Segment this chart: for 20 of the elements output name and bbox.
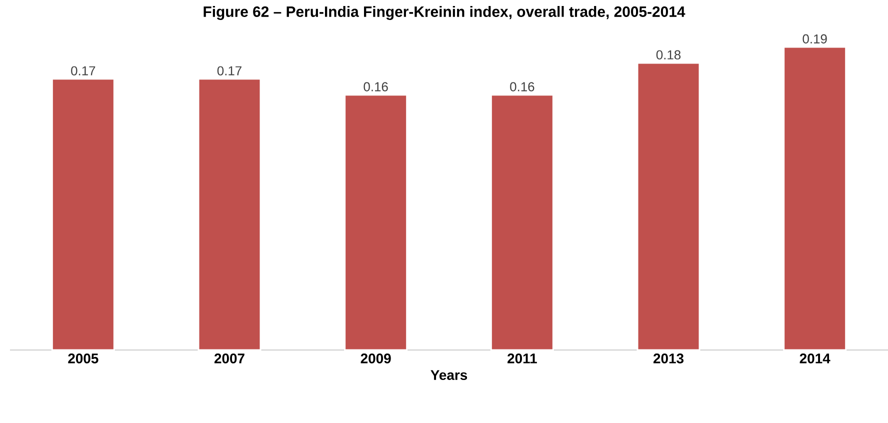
x-tick-label: 2005	[68, 354, 98, 364]
x-tick-label: 2014	[800, 354, 830, 364]
x-tick-label: 2007	[214, 354, 244, 364]
x-tick-label: 2013	[653, 354, 684, 364]
data-label: 0.19	[802, 34, 827, 44]
bar	[51, 78, 115, 351]
x-axis-title: Years	[430, 370, 468, 380]
bar	[490, 94, 554, 351]
data-label: 0.18	[656, 50, 681, 60]
data-label: 0.16	[510, 82, 534, 92]
x-tick-label: 2011	[508, 354, 537, 364]
data-label: 0.17	[71, 66, 96, 76]
bar	[783, 46, 847, 351]
chart-title: Figure 62 – Peru-India Finger-Kreinin index, overall trade, 2005-2014	[204, 6, 686, 20]
bar	[636, 62, 700, 351]
x-tick-label: 2009	[360, 354, 391, 364]
data-label: 0.16	[364, 82, 388, 92]
data-label: 0.17	[217, 66, 242, 76]
bar	[344, 94, 408, 351]
bar	[198, 78, 262, 351]
